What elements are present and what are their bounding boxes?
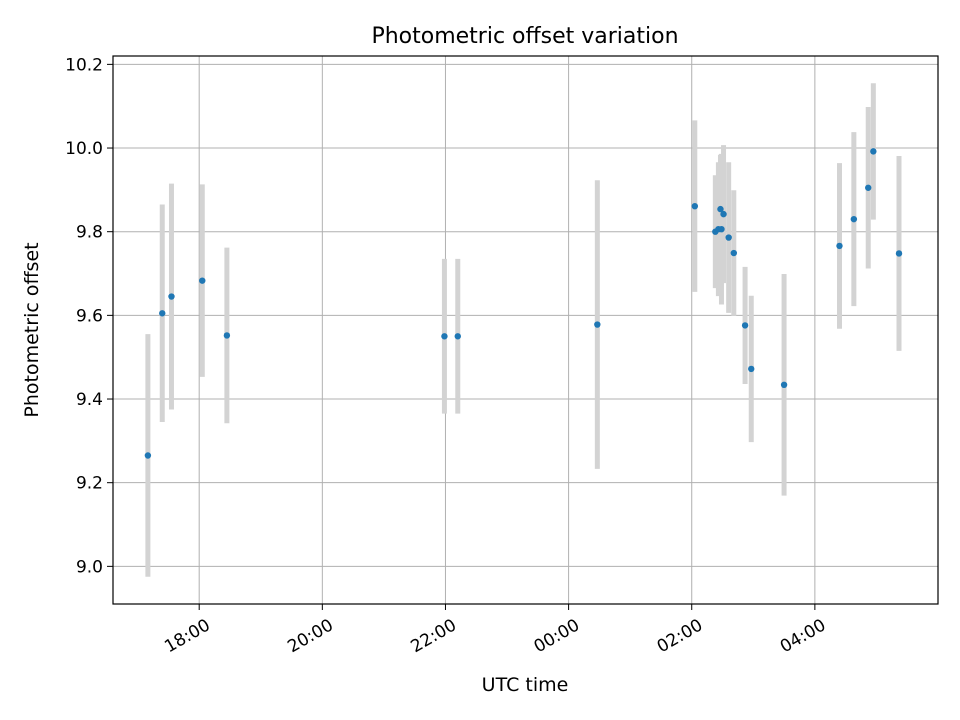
y-tick-label: 9.6 [76,306,103,326]
data-point [159,310,166,317]
data-point [865,184,872,191]
data-point [741,322,749,329]
data-point [836,242,843,250]
data-point [718,225,725,233]
y-axis-label: Photometric offset [21,242,43,417]
grid [113,56,938,604]
data-point [725,234,732,241]
data-point [720,210,727,218]
markers [144,148,903,459]
data-point [717,205,724,213]
data-point [199,277,206,284]
data-point [223,332,231,339]
plot-frame [112,55,939,605]
chart-title: Photometric offset variation [371,24,678,49]
y-tick-label: 10.0 [65,139,103,159]
y-tick-label: 9.8 [76,223,103,243]
x-axis-label: UTC time [482,674,569,696]
data-point [691,202,699,210]
data-point [870,148,877,155]
data-point [454,333,461,340]
y-axis: 9.0 9.2 9.4 9.6 9.8 10.0 10.2 [65,55,113,577]
y-tick-label: 9.0 [76,557,103,577]
y-tick-label: 9.2 [76,474,103,494]
data-point [144,452,152,459]
y-tick-label: 10.2 [65,55,103,75]
data-point [441,333,448,340]
data-point [850,215,858,223]
data-point [895,250,903,257]
y-tick-label: 9.4 [76,390,103,410]
data-point [168,293,175,300]
data-point [594,321,601,328]
data-point [748,365,755,373]
data-point [780,381,788,388]
data-point [730,249,738,257]
